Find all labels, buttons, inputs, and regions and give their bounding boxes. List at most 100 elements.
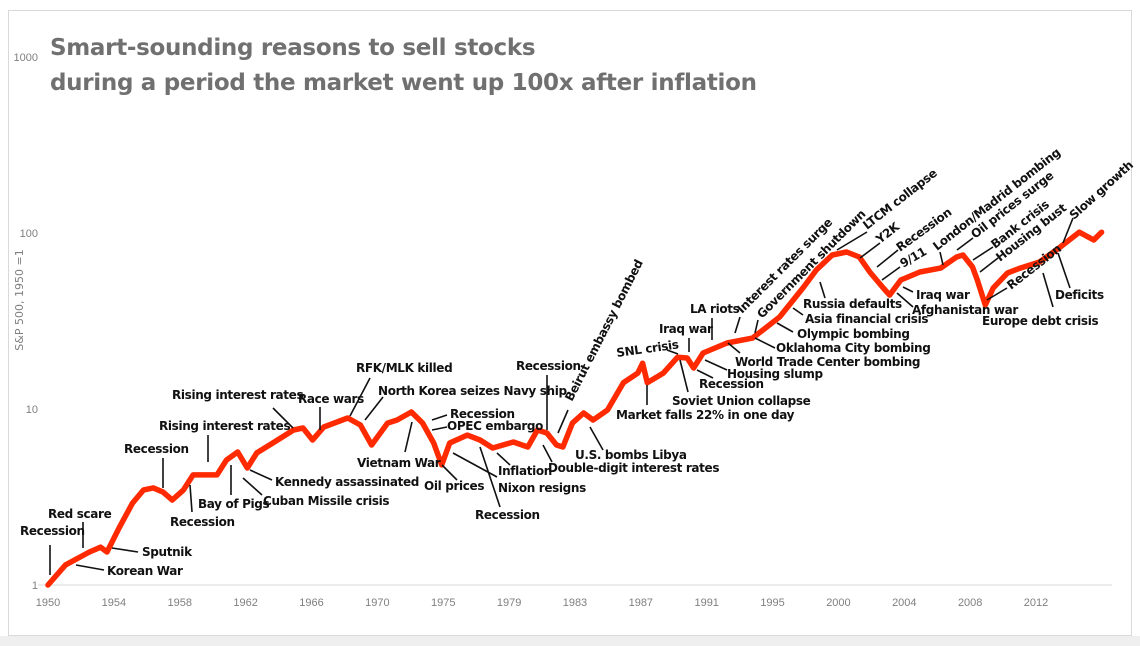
annotation-label: Market falls 22% in one day <box>616 408 795 422</box>
annotation-label: Rising interest rates <box>172 388 303 402</box>
bottom-band <box>0 636 1140 646</box>
y-ticks: 1 10 100 1000 <box>14 52 38 592</box>
x-tick-label: 1975 <box>431 597 455 609</box>
x-tick-label: 2004 <box>892 597 916 609</box>
annotation-leader-line <box>479 446 501 508</box>
x-tick-label: 1958 <box>167 597 191 609</box>
annotation-label: Bay of Pigs <box>198 497 270 511</box>
annotation-leader-line <box>589 426 604 451</box>
annotation-leader-line <box>242 477 263 496</box>
annotation-label: RFK/MLK killed <box>356 361 452 375</box>
annotation-leader-line <box>431 414 448 421</box>
x-tick-label: 2008 <box>958 597 982 609</box>
annotation-leader-line <box>349 377 371 417</box>
annotation-leader-line <box>249 469 273 481</box>
annotation-leader-line <box>431 426 448 431</box>
annotation-label: Recession <box>20 524 85 538</box>
x-tick-label: 1962 <box>233 597 257 609</box>
annotation-label: Vietnam War <box>357 456 441 470</box>
annotation-leader-line <box>979 257 999 273</box>
annotation-label: Slow growth <box>1067 158 1136 222</box>
annotation-leader-line <box>666 349 679 355</box>
annotation-label: Europe debt crisis <box>982 314 1098 328</box>
annotation-leader-line <box>496 452 511 466</box>
annotation-label: Nixon resigns <box>498 481 586 495</box>
annotation-leader-line <box>972 246 994 261</box>
annotation-leader-line <box>859 242 881 259</box>
annotations: Recession Red scare Sputnik Korean War Reces… <box>20 145 1136 578</box>
annotation-label: Korean War <box>107 564 183 578</box>
annotation-leader-line <box>881 266 901 281</box>
x-tick-label: 1979 <box>497 597 521 609</box>
annotation-label: Recession <box>699 377 764 391</box>
annotation-label: Afghanistan war <box>912 303 1018 317</box>
annotation-label: Recession <box>170 515 235 529</box>
annotation-leader-line <box>876 249 899 268</box>
annotation-leader-line <box>111 547 139 553</box>
annotation-label: Kennedy assassinated <box>275 475 419 489</box>
annotation-label: Asia financial crisis <box>805 312 928 326</box>
annotation-leader-line <box>272 407 294 429</box>
annotation-leader-line <box>902 286 914 293</box>
annotation-leader-line <box>939 251 944 266</box>
annotation-leader-line <box>754 337 776 349</box>
chart-frame <box>8 10 1132 636</box>
annotation-label: OPEC embargo <box>447 419 543 433</box>
annotation-leader-line <box>896 292 914 308</box>
annotation-leader-line <box>75 564 105 571</box>
annotation-label: Soviet Union collapse <box>672 394 811 408</box>
annotation-leader-line <box>836 231 868 251</box>
x-tick-label: 1991 <box>694 597 718 609</box>
chart-title-line-2: during a period the market went up 100x … <box>50 70 757 96</box>
annotation-leader-line <box>986 287 1008 301</box>
annotation-label: Deficits <box>1055 288 1104 302</box>
annotation-label: Beirut embassy bombed <box>562 257 646 403</box>
annotation-leader-line <box>696 369 714 379</box>
annotation-label: Oil prices <box>424 479 484 493</box>
annotation-label: World Trade Center bombing <box>735 355 920 369</box>
annotation-label: North Korea seizes Navy ship <box>378 384 567 398</box>
annotation-leader-line <box>189 484 193 513</box>
x-ticks: 1950 1954 1958 1962 1966 1970 1975 1979 1983 1987… <box>36 597 1049 609</box>
annotation-leader-line <box>542 444 553 463</box>
annotation-label: Race wars <box>298 392 364 406</box>
y-tick-label: 10 <box>26 404 38 416</box>
annotation-label: Housing slump <box>727 367 823 381</box>
y-tick-label: 100 <box>20 228 38 240</box>
chart-title-line-1: Smart-sounding reasons to sell stocks <box>50 35 535 61</box>
annotation-label: Cuban Missile crisis <box>263 494 389 508</box>
annotation-leader-line <box>679 359 689 393</box>
annotation-label: Recession <box>124 442 189 456</box>
y-axis-label: S&P 500, 1950 =1 <box>13 249 26 350</box>
annotation-label: Recession <box>516 359 581 373</box>
annotation-leader-line <box>452 452 498 478</box>
x-tick-label: 1987 <box>629 597 653 609</box>
annotation-label: Rising interest rates <box>159 419 290 433</box>
annotation-label: U.S. bombs Libya <box>575 448 687 462</box>
annotation-leader-line <box>1062 217 1074 244</box>
annotation-label: Inflation <box>498 464 552 478</box>
annotation-label: Russia defaults <box>803 297 902 311</box>
annotation-leader-line <box>1057 252 1071 289</box>
annotation-leader-line <box>704 359 728 371</box>
x-tick-label: 1983 <box>563 597 587 609</box>
annotation-leader-line <box>727 342 741 354</box>
x-tick-label: 2000 <box>826 597 850 609</box>
annotation-leader-line <box>754 319 759 334</box>
annotation-label: Sputnik <box>142 545 193 559</box>
annotation-label: Double-digit interest rates <box>548 461 719 475</box>
annotation-label: Iraq war <box>916 288 970 302</box>
annotation-label: LA riots <box>690 302 740 316</box>
annotation-label: Iraq war <box>659 322 713 336</box>
x-tick-label: 1995 <box>760 597 784 609</box>
annotation-leaders <box>49 217 1074 575</box>
annotation-leader-line <box>557 409 569 434</box>
x-tick-label: 1966 <box>299 597 323 609</box>
annotation-leader-line <box>792 307 804 316</box>
annotation-leader-line <box>1042 272 1054 308</box>
annotation-label: Recession <box>475 508 540 522</box>
annotation-leader-line <box>734 316 741 334</box>
annotation-leader-line <box>364 396 384 421</box>
annotation-label: Olympic bombing <box>797 327 910 341</box>
